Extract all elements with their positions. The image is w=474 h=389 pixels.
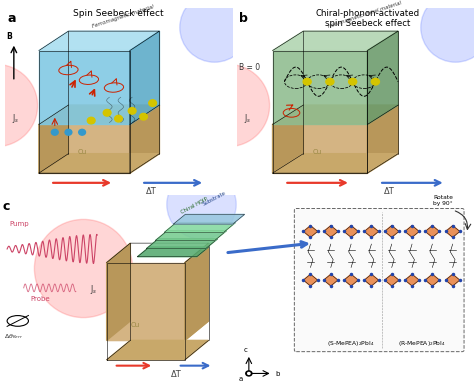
Polygon shape	[365, 274, 379, 286]
Circle shape	[348, 79, 356, 85]
Text: Probe: Probe	[31, 296, 50, 303]
Circle shape	[140, 114, 147, 120]
Text: $\Delta\theta_{Kerr}$: $\Delta\theta_{Kerr}$	[4, 333, 23, 341]
Polygon shape	[39, 124, 130, 173]
Polygon shape	[384, 226, 399, 237]
Polygon shape	[446, 226, 460, 237]
Polygon shape	[273, 105, 398, 124]
Polygon shape	[425, 274, 439, 286]
Polygon shape	[405, 274, 419, 286]
Polygon shape	[39, 154, 159, 173]
Text: (S-MePEA)$_2$PbI$_4$: (S-MePEA)$_2$PbI$_4$	[327, 339, 374, 348]
Circle shape	[247, 373, 250, 374]
Polygon shape	[39, 105, 159, 124]
Polygon shape	[273, 154, 398, 173]
Polygon shape	[173, 214, 245, 224]
Circle shape	[149, 100, 156, 107]
Polygon shape	[39, 105, 68, 173]
Text: a: a	[7, 12, 16, 25]
Polygon shape	[367, 105, 398, 173]
Polygon shape	[344, 274, 358, 286]
Polygon shape	[107, 340, 209, 360]
Circle shape	[51, 129, 58, 135]
Text: c: c	[244, 347, 248, 353]
Text: Pump: Pump	[9, 221, 29, 227]
Text: b: b	[275, 371, 279, 377]
Text: Substrate: Substrate	[201, 191, 227, 207]
Polygon shape	[164, 223, 236, 232]
Circle shape	[103, 110, 111, 116]
Polygon shape	[365, 226, 379, 237]
Text: ΔT: ΔT	[146, 187, 156, 196]
Circle shape	[372, 79, 379, 85]
Polygon shape	[39, 51, 130, 124]
Point	[210, 24, 218, 30]
Polygon shape	[273, 105, 303, 173]
Polygon shape	[384, 274, 399, 286]
Circle shape	[115, 115, 122, 122]
Text: B: B	[6, 32, 12, 41]
Text: Ferromagnetic material: Ferromagnetic material	[91, 4, 155, 29]
Circle shape	[246, 371, 252, 376]
Polygon shape	[344, 226, 358, 237]
Polygon shape	[107, 263, 185, 340]
Polygon shape	[425, 226, 439, 237]
Text: (R-MePEA)$_2$PbI$_4$: (R-MePEA)$_2$PbI$_4$	[398, 339, 446, 348]
Text: B = 0: B = 0	[239, 63, 261, 72]
Text: Cu: Cu	[313, 149, 322, 155]
Text: J$_s$: J$_s$	[244, 112, 252, 124]
Polygon shape	[446, 274, 460, 286]
Polygon shape	[273, 124, 367, 173]
Polygon shape	[405, 226, 419, 237]
Point	[198, 201, 205, 207]
Text: ΔT: ΔT	[171, 370, 182, 379]
Polygon shape	[273, 31, 398, 51]
Polygon shape	[107, 243, 130, 340]
Text: Cu: Cu	[130, 322, 140, 328]
Point	[451, 24, 459, 30]
Point	[79, 265, 87, 272]
Point	[224, 102, 231, 108]
Polygon shape	[303, 274, 318, 286]
Polygon shape	[367, 31, 398, 124]
Text: Spin Seebeck effect: Spin Seebeck effect	[73, 9, 164, 18]
Circle shape	[303, 79, 311, 85]
Text: a: a	[238, 376, 242, 382]
Polygon shape	[303, 226, 318, 237]
Text: Rotate
by 90°: Rotate by 90°	[433, 195, 453, 206]
Polygon shape	[324, 274, 338, 286]
Circle shape	[79, 129, 85, 135]
Polygon shape	[107, 321, 209, 340]
FancyBboxPatch shape	[294, 209, 464, 352]
Text: b: b	[239, 12, 248, 25]
Text: J$_s$: J$_s$	[90, 283, 98, 296]
Circle shape	[128, 107, 136, 114]
Text: Cu: Cu	[78, 149, 87, 155]
Circle shape	[326, 79, 334, 85]
Polygon shape	[185, 243, 209, 340]
Text: Chiral-phonon-activated
spin Seebeck effect: Chiral-phonon-activated spin Seebeck eff…	[315, 9, 419, 28]
Text: ΔT: ΔT	[384, 187, 395, 196]
Circle shape	[65, 129, 72, 135]
Polygon shape	[324, 226, 338, 237]
Circle shape	[87, 117, 95, 124]
Text: Chiral HOIP: Chiral HOIP	[180, 196, 209, 215]
Polygon shape	[146, 239, 218, 249]
Polygon shape	[155, 231, 227, 240]
Polygon shape	[130, 31, 159, 124]
Text: c: c	[2, 200, 10, 213]
Polygon shape	[273, 51, 367, 124]
Text: J$_s$: J$_s$	[11, 112, 19, 124]
Polygon shape	[130, 105, 159, 173]
Polygon shape	[137, 247, 209, 257]
Polygon shape	[39, 31, 159, 51]
Text: Non-magnetic chiral material: Non-magnetic chiral material	[327, 1, 402, 29]
